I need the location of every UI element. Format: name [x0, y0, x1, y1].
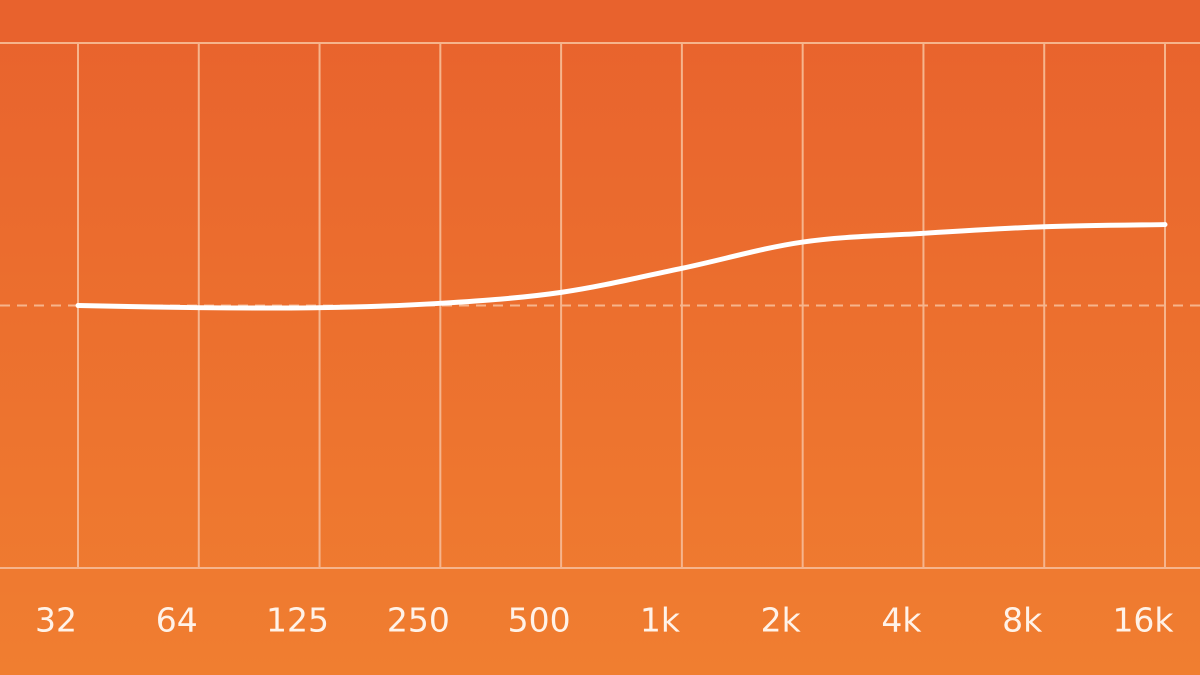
band-label: 250	[387, 601, 450, 640]
band-label: 2k	[761, 601, 802, 640]
top-bar	[0, 0, 1200, 43]
band-label: 64	[156, 601, 198, 640]
band-label: 500	[508, 601, 571, 640]
band-label: 1k	[640, 601, 681, 640]
band-label: 32	[35, 601, 77, 640]
band-label: 8k	[1002, 601, 1043, 640]
band-label: 4k	[881, 601, 922, 640]
eq-curve	[75, 222, 1168, 311]
band-label: 16k	[1112, 601, 1174, 640]
band-label: 125	[266, 601, 329, 640]
